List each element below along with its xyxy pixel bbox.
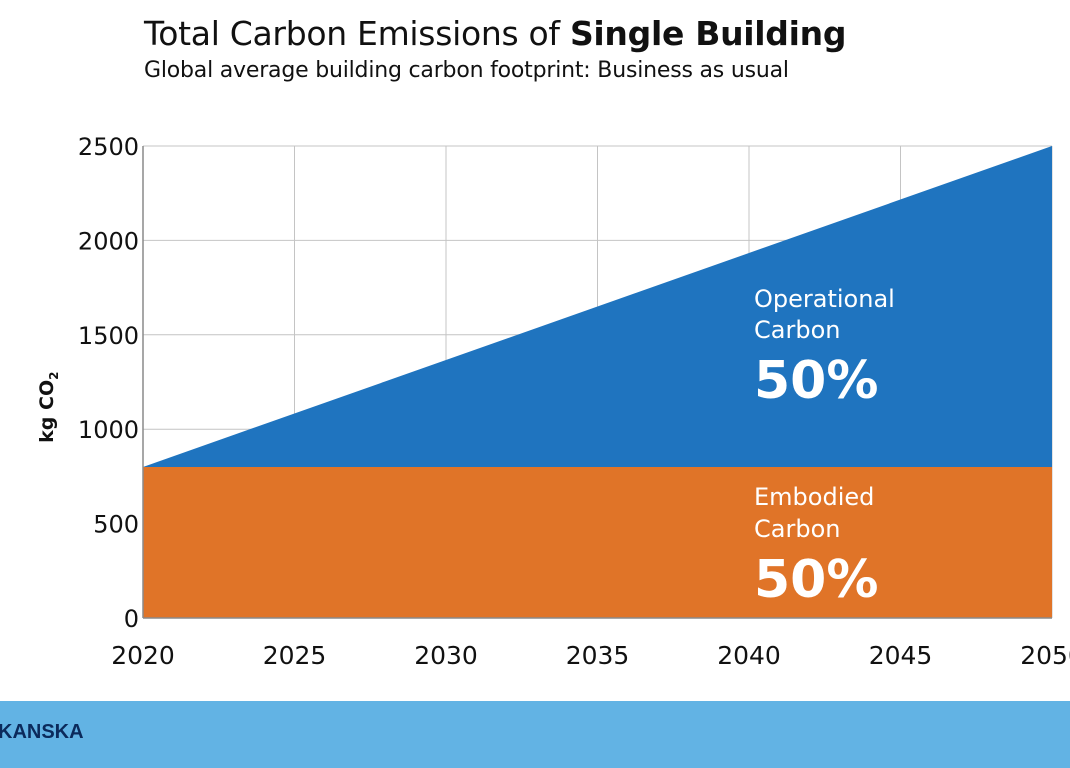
operational-carbon-label-line-1: Operational xyxy=(754,285,895,313)
y-tick-label: 500 xyxy=(93,511,139,539)
y-axis-label-subscript: 2 xyxy=(47,372,61,380)
y-tick-label: 1000 xyxy=(78,416,139,444)
y-tick-label: 1500 xyxy=(78,322,139,350)
operational-carbon-area xyxy=(143,146,1052,467)
y-axis-label: kg CO2 xyxy=(36,372,61,443)
y-tick-label: 2500 xyxy=(78,133,139,161)
x-tick-label: 2030 xyxy=(414,641,478,670)
title-bold: Single Building xyxy=(569,14,847,53)
embodied-carbon-label-line-2: Carbon xyxy=(754,515,840,543)
embodied-carbon-area xyxy=(143,466,1052,618)
operational-carbon-label-line-2: Carbon xyxy=(754,316,840,344)
carbon-area-chart: 0 500 1000 1500 2000 2500 2020 2025 2030 2035 2040… xyxy=(36,133,1070,670)
y-tick-label: 2000 xyxy=(78,227,139,255)
embodied-carbon-label-line-1: Embodied xyxy=(754,483,874,511)
brand-logo: KANSKA xyxy=(0,721,84,743)
operational-carbon-percent-label: 50% xyxy=(754,351,878,411)
x-tick-label: 2045 xyxy=(869,641,933,670)
x-tick-label: 2025 xyxy=(263,641,327,670)
x-tick-label: 2040 xyxy=(717,641,781,670)
x-tick-label: 2035 xyxy=(566,641,630,670)
chart-title: Total Carbon Emissions of Single Buildin… xyxy=(144,14,846,54)
chart-header: Total Carbon Emissions of Single Buildin… xyxy=(144,14,846,86)
title-regular: Total Carbon Emissions of xyxy=(144,14,570,53)
footer-bar: KANSKA xyxy=(0,701,1070,768)
x-tick-label: 2020 xyxy=(111,641,175,670)
chart-subtitle: Global average building carbon footprint… xyxy=(144,58,789,83)
x-tick-label: 2050 xyxy=(1020,641,1070,670)
embodied-carbon-percent-label: 50% xyxy=(754,550,878,610)
y-tick-label: 0 xyxy=(124,605,139,633)
